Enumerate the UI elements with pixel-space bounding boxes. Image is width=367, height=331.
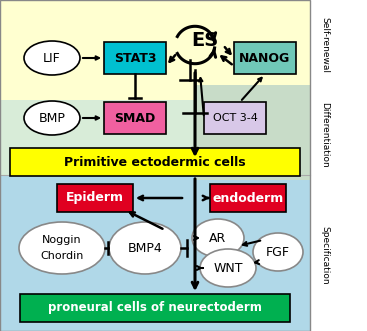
FancyBboxPatch shape [104,42,166,74]
FancyBboxPatch shape [234,42,296,74]
Text: Specification: Specification [320,226,330,284]
Ellipse shape [109,222,181,274]
Ellipse shape [24,101,80,135]
Bar [0,0,310,100]
Bar [0,175,310,331]
FancyBboxPatch shape [204,102,266,134]
Text: Primitive ectodermic cells: Primitive ectodermic cells [64,156,246,168]
Text: Self-renewal: Self-renewal [320,17,330,73]
Text: endoderm: endoderm [212,192,284,205]
Text: STAT3: STAT3 [114,52,156,65]
FancyBboxPatch shape [104,102,166,134]
Text: Chordin: Chordin [40,251,84,261]
FancyBboxPatch shape [20,294,290,322]
Text: ES: ES [191,30,219,50]
Bar [0,0,310,331]
Text: WNT: WNT [213,261,243,274]
Ellipse shape [19,222,105,274]
Text: Noggin: Noggin [42,235,82,245]
Ellipse shape [200,249,256,287]
Bar [0,100,310,175]
Ellipse shape [24,41,80,75]
Text: FGF: FGF [266,246,290,259]
Ellipse shape [192,219,244,257]
Text: LIF: LIF [43,52,61,65]
Text: proneural cells of neurectoderm: proneural cells of neurectoderm [48,302,262,314]
Text: NANOG: NANOG [239,52,291,65]
FancyBboxPatch shape [10,148,300,176]
Text: Differentiation: Differentiation [320,102,330,168]
Text: OCT 3-4: OCT 3-4 [212,113,257,123]
Text: BMP4: BMP4 [128,242,162,255]
Bar [195,85,310,180]
Text: Epiderm: Epiderm [66,192,124,205]
FancyBboxPatch shape [57,184,133,212]
FancyBboxPatch shape [210,184,286,212]
Text: BMP: BMP [39,112,65,124]
Text: SMAD: SMAD [115,112,156,124]
Text: AR: AR [210,231,227,245]
Ellipse shape [253,233,303,271]
